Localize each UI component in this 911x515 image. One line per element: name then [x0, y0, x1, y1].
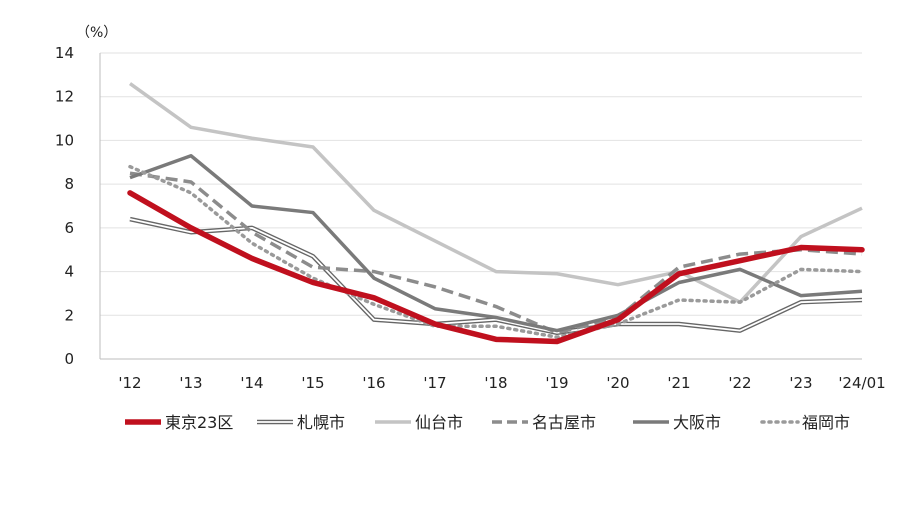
- x-tick-label: '19: [545, 374, 568, 392]
- legend-item: 札幌市: [257, 413, 345, 432]
- x-tick-label: '20: [606, 374, 629, 392]
- x-tick-label: '18: [484, 374, 507, 392]
- legend: 東京23区 札幌市 仙台市 名古屋市 大阪市 福岡市: [125, 413, 850, 432]
- legend-label: 東京23区: [165, 413, 233, 432]
- x-tick-label: '21: [667, 374, 690, 392]
- legend-item: 東京23区: [125, 413, 233, 432]
- y-tick-label: 10: [55, 131, 74, 149]
- legend-label: 福岡市: [802, 413, 850, 432]
- x-tick-label: '14: [240, 374, 263, 392]
- y-tick-label: 14: [55, 44, 74, 62]
- x-tick-label: '24/01: [838, 374, 885, 392]
- x-tick-label: '15: [301, 374, 324, 392]
- series-line-1: [128, 82, 863, 304]
- legend-label: 札幌市: [297, 413, 345, 432]
- y-tick-labels: 0 2 4 6 8 10 12 14: [55, 44, 74, 368]
- series-line-3: [129, 153, 863, 333]
- series-line-2: [129, 171, 863, 335]
- x-tick-labels: '12 '13 '14 '15 '16 '17 '18 '19 '20 '21 '22 '23 '24/…: [118, 374, 885, 392]
- series-line-4: [128, 164, 864, 339]
- legend-item: 名古屋市: [492, 413, 596, 432]
- legend-label: 名古屋市: [532, 413, 596, 432]
- series-line-0-inner: [129, 218, 863, 334]
- series-lines: [127, 82, 865, 345]
- y-tick-label: 6: [64, 219, 74, 237]
- legend-item: 福岡市: [760, 413, 850, 432]
- x-tick-label: '17: [423, 374, 446, 392]
- y-tick-label: 0: [64, 350, 74, 368]
- legend-item: 大阪市: [633, 413, 721, 432]
- y-tick-label: 4: [64, 263, 74, 281]
- x-tick-label: '23: [789, 374, 812, 392]
- legend-label: 大阪市: [673, 413, 721, 432]
- legend-label: 仙台市: [415, 413, 463, 432]
- y-tick-label: 12: [55, 88, 74, 106]
- y-tick-label: 2: [64, 306, 74, 324]
- y-tick-label: 8: [64, 175, 74, 193]
- legend-item: 仙台市: [375, 413, 463, 432]
- x-tick-label: '13: [179, 374, 202, 392]
- x-tick-label: '12: [118, 374, 141, 392]
- y-axis-unit-label: （%）: [76, 25, 117, 41]
- series-line-5: [127, 190, 865, 345]
- gridlines: [100, 52, 862, 316]
- x-tick-label: '22: [728, 374, 751, 392]
- x-tick-label: '16: [362, 374, 385, 392]
